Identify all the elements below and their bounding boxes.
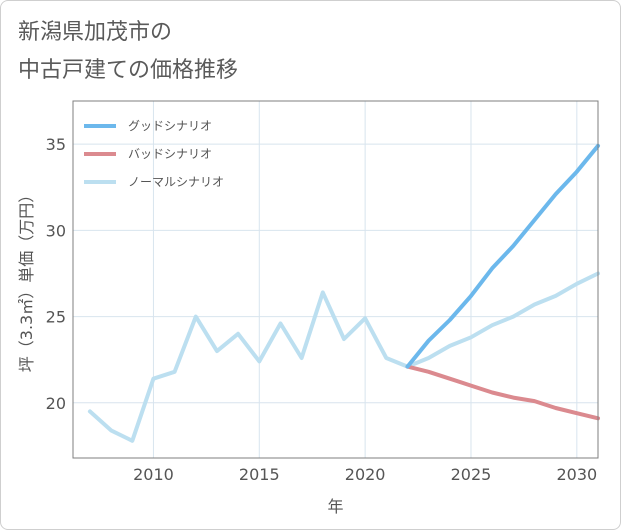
x-tick-label: 2030: [556, 465, 597, 484]
plot-frame: [72, 100, 599, 459]
x-axis-ticks: 2010 2015 2020 2025 2030: [133, 465, 597, 484]
legend-label: グッドシナリオ: [128, 119, 212, 133]
x-tick-label: 2025: [451, 465, 492, 484]
chart-title: 新潟県加茂市の 中古戸建ての価格推移: [18, 14, 578, 90]
y-tick-label: 30: [46, 221, 66, 240]
good-scenario-line: [405, 143, 600, 369]
legend-item-good: グッドシナリオ: [84, 119, 212, 133]
series-layer: [87, 143, 600, 443]
bad-scenario-line: [405, 364, 600, 421]
legend-item-normal: ノーマルシナリオ: [84, 175, 224, 189]
x-axis-title: 年: [327, 497, 343, 516]
x-tick-label: 2010: [133, 465, 174, 484]
legend-label: ノーマルシナリオ: [128, 175, 224, 189]
y-axis-ticks: 20 25 30 35: [46, 135, 66, 413]
chart-title-line-1: 新潟県加茂市の: [18, 20, 173, 45]
y-axis-title: 坪（3.3㎡）単価（万円）: [17, 187, 36, 372]
x-tick-label: 2020: [345, 465, 386, 484]
x-tick-label: 2015: [239, 465, 280, 484]
legend-label: バッドシナリオ: [128, 147, 212, 161]
legend-item-bad: バッドシナリオ: [84, 147, 212, 161]
y-tick-label: 35: [46, 135, 66, 154]
chart-title-line-2: 中古戸建ての価格推移: [18, 58, 239, 83]
y-tick-label: 20: [46, 394, 66, 413]
y-tick-label: 25: [46, 308, 66, 327]
normal-scenario-line: [87, 271, 600, 443]
